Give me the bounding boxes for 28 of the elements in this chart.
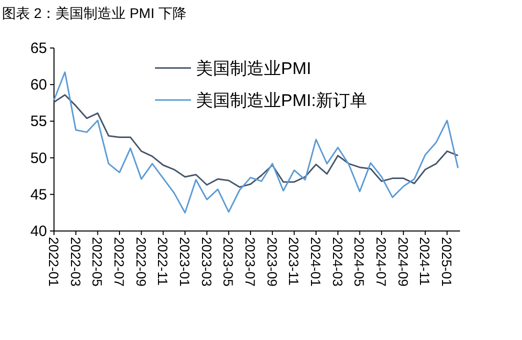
x-tick-label: 2025-01 — [439, 237, 454, 287]
y-tick-label: 50 — [30, 150, 47, 167]
x-tick-label: 2023-11 — [286, 237, 302, 286]
legend-label: 美国制造业PMI — [196, 59, 312, 78]
x-tick-label: 2023-01 — [177, 237, 192, 287]
x-tick-label: 2023-03 — [198, 237, 214, 287]
chart-title: 图表 2：美国制造业 PMI 下降 — [2, 5, 186, 21]
x-tick-label: 2024-05 — [352, 237, 367, 287]
x-tick-label: 2024-01 — [308, 237, 324, 287]
x-tick-label: 2024-09 — [395, 237, 410, 287]
x-tick-label: 2022-01 — [46, 237, 61, 287]
x-tick-label: 2023-05 — [220, 237, 236, 287]
x-tick-label: 2024-03 — [330, 237, 345, 287]
x-tick-label: 2022-11 — [155, 237, 170, 286]
x-tick-label: 2024-07 — [374, 237, 389, 287]
x-tick-label: 2023-09 — [264, 237, 280, 287]
x-tick-label: 2022-05 — [90, 237, 105, 287]
x-tick-label: 2024-11 — [417, 237, 432, 286]
y-tick-label: 60 — [30, 76, 47, 94]
x-tick-label: 2023-07 — [242, 237, 258, 287]
legend-label: 美国制造业PMI:新订单 — [196, 91, 367, 110]
y-tick-label: 55 — [30, 113, 47, 130]
y-tick-label: 45 — [30, 186, 47, 204]
y-tick-label: 40 — [30, 223, 47, 240]
x-tick-label: 2022-07 — [112, 237, 127, 287]
x-tick-label: 2022-09 — [133, 237, 148, 287]
x-tick-label: 2022-03 — [68, 237, 83, 287]
y-tick-label: 65 — [30, 40, 47, 57]
